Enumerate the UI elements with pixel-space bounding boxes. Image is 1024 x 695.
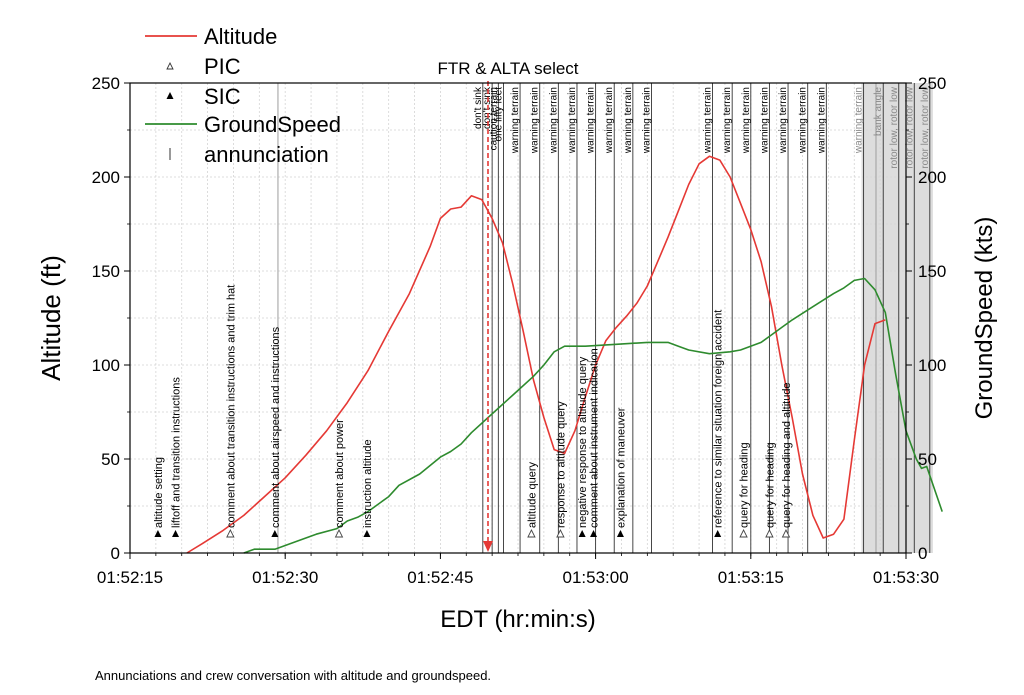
legend-swatch-open-triangle [166,61,174,70]
crew-event-label: reference to similar situation foreign a… [713,310,725,528]
shaded-region [861,83,933,553]
legend-label: PIC [204,54,241,79]
annunciation-label: warning terrain [722,87,733,154]
x-tick-label: 01:52:45 [407,568,473,587]
x-tick-label: 01:53:15 [718,568,784,587]
crew-event-label: comment about airspeed and instructions [270,326,282,528]
shaded-region-layer [861,83,933,553]
legend-label: Altitude [204,24,277,49]
crew-event-label: altitude query [526,461,538,528]
crew-event-label: response to altitude query [555,401,567,528]
crew-events-layer: altitude setting liftoff and transition i… [153,285,793,538]
annunciation-label: one fifty feet [494,87,505,142]
y-left-tick-label: 250 [92,74,120,93]
y-axis-right-label: GroundSpeed (kts) [971,217,998,420]
sic-marker [714,530,722,537]
annunciation-label: warning terrain [854,87,865,154]
annunciation-label: rotor low, rotor low [920,86,931,168]
event-arrowhead [482,541,493,552]
x-tick-label: 01:52:15 [97,568,163,587]
y-right-tick-label: 50 [918,450,937,469]
annunciation-label: warning terrain [816,87,827,154]
annunciation-label: caution terrain [488,87,499,150]
figure-caption: Annunciations and crew conversation with… [95,668,492,683]
series-line-altitude [186,155,886,554]
crew-event-label: query for heading [764,442,776,528]
series-layer [186,155,943,554]
x-axis-label: EDT (hr:min:s) [440,606,596,633]
annunciation-label: warning terrain [778,87,789,154]
sic-marker [271,530,279,537]
y-left-tick-label: 50 [101,450,120,469]
annunciation-label: warning terrain [741,87,752,154]
series-line-groundspeed [243,277,943,554]
sic-marker [363,530,371,537]
x-tick-label: 01:52:30 [252,568,318,587]
annunciation-label: warning terrain [548,87,559,154]
sic-marker [590,530,598,537]
legend-label: SIC [204,84,241,109]
grid-layer [130,83,906,553]
crew-event-label: altitude setting [153,457,165,528]
legend-label: annunciation [204,142,329,167]
event-layer: FTR & ALTA select [437,59,579,552]
pic-marker [226,528,235,538]
y-right-tick-label: 200 [918,168,946,187]
y-right-tick-label: 0 [918,544,927,563]
annunciation-label: warning terrain [759,87,770,154]
x-tick-label: 01:53:30 [873,568,939,587]
crew-event-label: instruction altitude [362,439,374,528]
sic-marker [578,530,586,537]
sic-marker [172,530,180,537]
y-right-tick-label: 100 [918,356,946,375]
annunciation-label: warning terrain [604,87,615,154]
x-tick-label: 01:53:00 [563,568,629,587]
annunciation-label: warning terrain [623,87,634,154]
legend-label: GroundSpeed [204,112,341,137]
annunciation-label: bank angle [873,87,884,136]
annunciation-label: rotor low, rotor low [904,86,915,168]
y-left-tick-label: 0 [111,544,120,563]
crew-event-label: liftoff and transition instructions [171,377,183,528]
annunciation-label: rotor low, rotor low [889,86,900,168]
annunciation-label: don't sink [473,86,484,129]
y-right-tick-label: 150 [918,262,946,281]
y-right-tick-label: 250 [918,74,946,93]
pic-marker [781,528,791,538]
annunciation-label: warning terrain [510,87,521,154]
crew-event-label: comment about transition instructions an… [225,285,237,528]
axes-layer: 01:52:15 01:52:30 01:52:45 01:53:00 01:53:15… [92,74,947,587]
annunciation-label: warning terrain [530,87,541,154]
sic-marker [154,530,162,537]
pic-marker [527,528,536,538]
crew-event-label: comment about power [334,419,346,528]
crew-event-label: comment about instrument indication [589,348,601,528]
crew-event-label: query for heading and altitude [781,382,793,528]
annunciation-label: warning terrain [586,87,597,154]
legend-swatch-filled-triangle [166,92,174,99]
y-axis-left-label: Altitude (ft) [36,255,66,381]
crew-event-label: explanation of maneuver [615,407,627,528]
annunciation-label: warning terrain [703,87,714,154]
crew-event-label: query for heading [739,442,751,528]
annunciation-label: warning terrain [641,87,652,154]
annunciation-label: warning terrain [567,87,578,154]
y-left-tick-label: 100 [92,356,120,375]
y-left-tick-label: 150 [92,262,120,281]
pic-marker [739,528,748,538]
pic-marker [765,528,774,538]
pic-marker [556,528,565,538]
sic-marker [616,530,624,537]
pic-marker [334,528,344,538]
y-left-tick-label: 200 [92,168,120,187]
crew-event-label: negative response to altitude query [577,356,589,528]
event-label: FTR & ALTA select [437,59,578,78]
legend: Altitude PIC SIC GroundSpeed annunciation [145,24,341,167]
annunciation-label: warning terrain [798,87,809,154]
